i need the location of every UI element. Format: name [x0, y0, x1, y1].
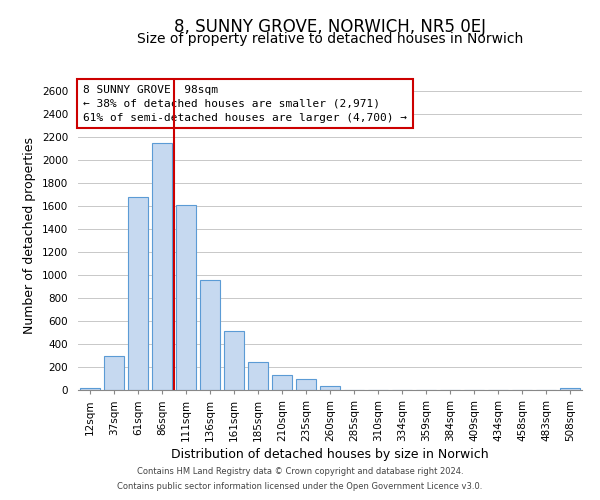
- Bar: [224, 332, 244, 390]
- Bar: [128, 197, 148, 390]
- Bar: [560, 388, 580, 390]
- X-axis label: Distribution of detached houses by size in Norwich: Distribution of detached houses by size …: [171, 448, 489, 461]
- Bar: [296, 379, 316, 390]
- Text: Size of property relative to detached houses in Norwich: Size of property relative to detached ho…: [137, 32, 523, 46]
- Text: 8, SUNNY GROVE, NORWICH, NR5 0EJ: 8, SUNNY GROVE, NORWICH, NR5 0EJ: [174, 18, 486, 36]
- Text: Contains HM Land Registry data © Crown copyright and database right 2024.: Contains HM Land Registry data © Crown c…: [137, 467, 463, 476]
- Text: Contains public sector information licensed under the Open Government Licence v3: Contains public sector information licen…: [118, 482, 482, 491]
- Y-axis label: Number of detached properties: Number of detached properties: [23, 136, 37, 334]
- Bar: [320, 386, 340, 390]
- Bar: [80, 388, 100, 390]
- Bar: [248, 362, 268, 390]
- Bar: [272, 375, 292, 390]
- Bar: [152, 143, 172, 390]
- Bar: [104, 356, 124, 390]
- Text: 8 SUNNY GROVE: 98sqm
← 38% of detached houses are smaller (2,971)
61% of semi-de: 8 SUNNY GROVE: 98sqm ← 38% of detached h…: [83, 84, 407, 122]
- Bar: [176, 205, 196, 390]
- Bar: [200, 280, 220, 390]
